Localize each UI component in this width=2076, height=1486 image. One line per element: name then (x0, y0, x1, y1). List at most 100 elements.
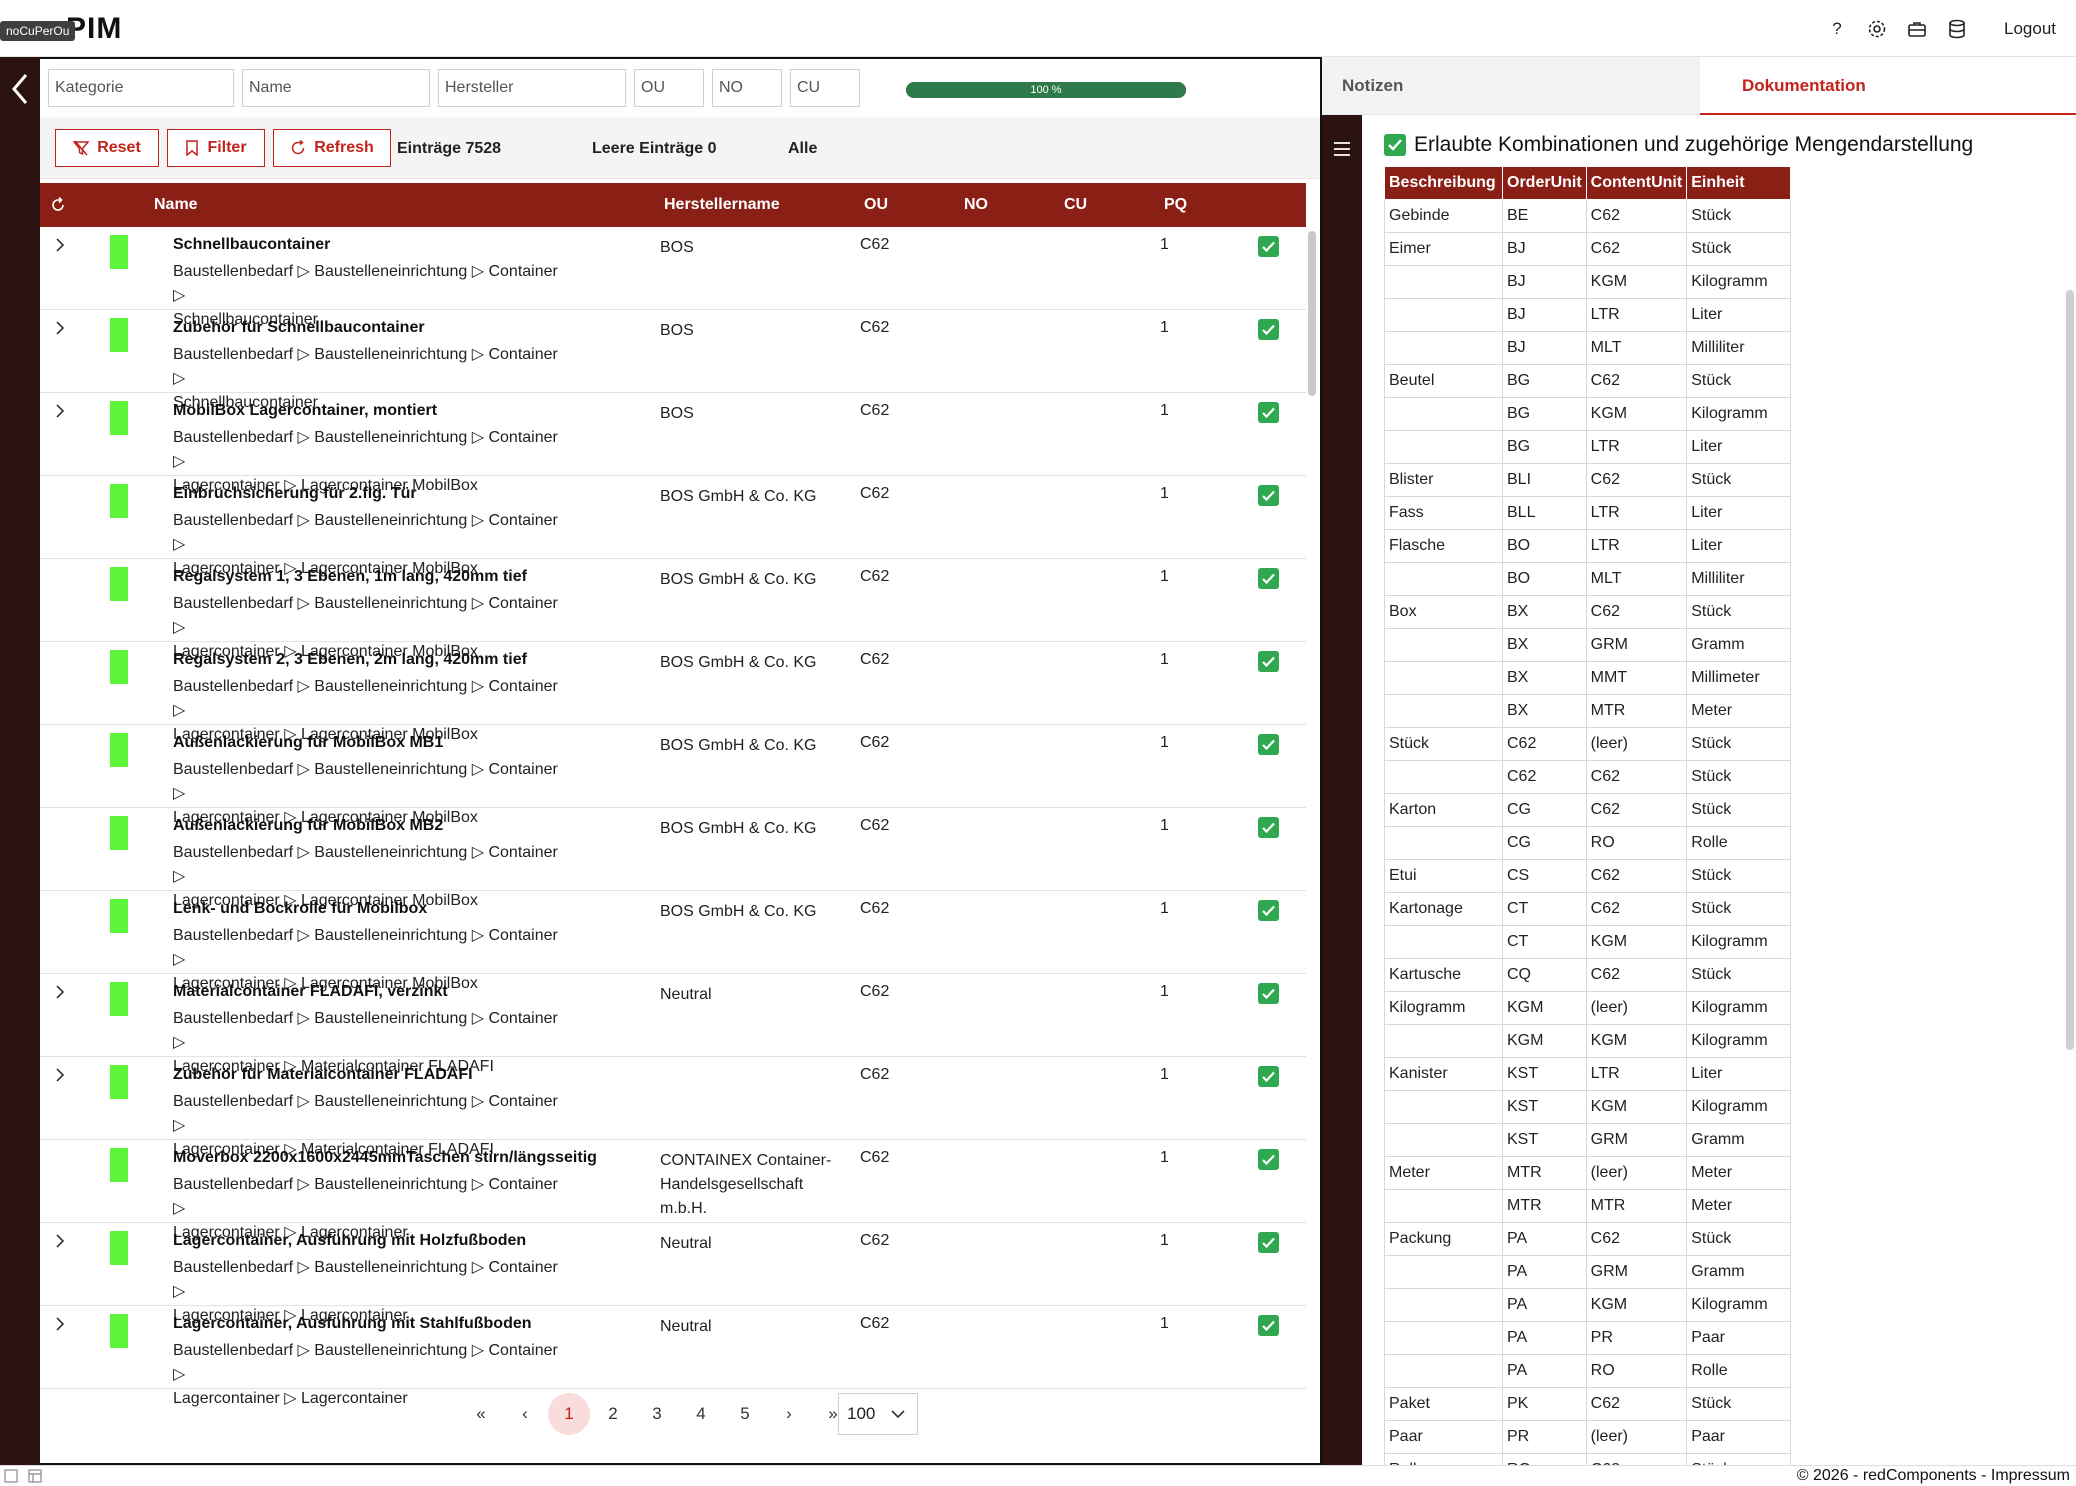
category-path: Baustellenbedarf ▷ Baustelleneinrichtung… (173, 1007, 573, 1079)
gear-icon[interactable] (1866, 18, 1888, 40)
menu-icon[interactable] (1332, 140, 1352, 158)
refresh-label: Refresh (314, 139, 374, 156)
product-name: Regalsystem 1, 3 Ebenen, 1m lang, 420mm … (173, 568, 527, 585)
expand-chevron-icon[interactable] (50, 318, 70, 338)
table-row[interactable]: Schnellbaucontainer Baustellenbedarf ▷ Ba… (40, 227, 1306, 328)
unit-name: Meter (1686, 694, 1792, 728)
unit-contentunit: C62 (1585, 199, 1688, 233)
status-marker (110, 1148, 128, 1182)
unit-header-orderunit: OrderUnit (1502, 166, 1587, 200)
page-size-select[interactable]: 100 (838, 1393, 918, 1435)
expand-chevron-icon[interactable] (50, 1065, 70, 1085)
table-row[interactable]: Moverbox 2200x1600x2445mmTaschen stirn/l… (40, 1140, 1306, 1241)
category-path-line: Baustellenbedarf ▷ Baustelleneinrichtung… (173, 429, 558, 470)
column-manufacturer[interactable]: Herstellername (664, 196, 780, 213)
unit-description: Box (1384, 595, 1503, 629)
table-row[interactable]: Zubehör für Materialcontainer FLADAFI Bau… (40, 1057, 1306, 1158)
logout-button[interactable]: Logout (2004, 18, 2056, 38)
table-row[interactable]: Lagercontainer, Ausführung mit Stahlfußb… (40, 1306, 1306, 1407)
unit-row: Beutel BG C62 Stück (1384, 364, 1792, 398)
table-row[interactable]: Außenlackierung für MobilBox MB1 Baustell… (40, 725, 1306, 826)
unit-orderunit: CQ (1502, 958, 1587, 992)
name-filter-input[interactable] (242, 69, 430, 107)
unit-description: Kartusche (1384, 958, 1503, 992)
unit-name: Gramm (1686, 1123, 1792, 1157)
copyright[interactable]: © 2026 - redComponents - Impressum (1796, 1467, 2070, 1484)
database-icon[interactable] (1946, 18, 1968, 40)
last-page-icon[interactable]: » (828, 1404, 838, 1423)
expand-chevron-icon[interactable] (50, 1314, 70, 1334)
column-no[interactable]: NO (964, 196, 988, 213)
table-row[interactable]: Zubehör für Schnellbaucontainer Baustelle… (40, 310, 1306, 411)
table-row[interactable]: Regalsystem 2, 3 Ebenen, 2m lang, 420mm … (40, 642, 1306, 743)
table-scrollbar[interactable] (1308, 231, 1316, 396)
expand-chevron-icon[interactable] (50, 235, 70, 255)
unit-name: Meter (1686, 1156, 1792, 1190)
unit-contentunit: (leer) (1585, 1156, 1688, 1190)
column-name[interactable]: Name (154, 196, 198, 213)
ou-filter-input[interactable] (634, 69, 704, 107)
prev-page-icon[interactable]: ‹ (522, 1404, 528, 1423)
order-unit: C62 (860, 900, 890, 917)
unit-row: Kilogramm KGM (leer) Kilogramm (1384, 991, 1792, 1025)
unit-row: Kanister KST LTR Liter (1384, 1057, 1792, 1091)
category-path-line: Baustellenbedarf ▷ Baustelleneinrichtung… (173, 844, 558, 885)
table-row[interactable]: MobilBox Lagercontainer, montiert Baustel… (40, 393, 1306, 494)
unit-row: KST GRM Gramm (1384, 1123, 1792, 1157)
unit-row: PA KGM Kilogramm (1384, 1288, 1792, 1322)
cu-filter-input[interactable] (790, 69, 860, 107)
packing-quantity: 1 (1160, 900, 1169, 917)
category-path-line: Baustellenbedarf ▷ Baustelleneinrichtung… (173, 1093, 558, 1134)
expand-chevron-icon[interactable] (50, 401, 70, 421)
refresh-column-icon[interactable] (50, 183, 66, 227)
unit-name: Meter (1686, 1189, 1792, 1223)
table-row[interactable]: Außenlackierung für MobilBox MB2 Baustell… (40, 808, 1306, 909)
layout-icon[interactable] (28, 1469, 42, 1483)
column-pq[interactable]: PQ (1164, 196, 1188, 213)
refresh-icon (291, 140, 305, 155)
first-page-icon[interactable]: « (476, 1404, 486, 1423)
unit-description (1384, 760, 1503, 794)
no-filter-input[interactable] (712, 69, 782, 107)
next-page-icon[interactable]: › (786, 1404, 792, 1423)
app-logo[interactable]: PIM (66, 12, 123, 45)
unit-orderunit: CG (1502, 826, 1587, 860)
expand-chevron-icon[interactable] (50, 1231, 70, 1251)
page-button-4[interactable]: 4 (696, 1404, 706, 1423)
table-row[interactable]: Regalsystem 1, 3 Ebenen, 1m lang, 420mm … (40, 559, 1306, 660)
unit-header-unit: Einheit (1686, 166, 1792, 200)
documentation-scrollbar[interactable] (2066, 290, 2074, 1050)
back-chevron-icon[interactable] (6, 69, 34, 109)
unit-contentunit: MTR (1585, 1189, 1688, 1223)
briefcase-icon[interactable] (1906, 18, 1928, 40)
unit-row: Meter MTR (leer) Meter (1384, 1156, 1792, 1190)
page-button-1[interactable]: 1 (548, 1393, 590, 1435)
expand-chevron-icon[interactable] (50, 982, 70, 1002)
reset-button[interactable]: Reset (55, 129, 159, 167)
category-path-line: Lagercontainer ▷ Lagercontainer (173, 1390, 408, 1407)
table-row[interactable]: Einbruchsicherung für 2.flg. Tür Baustell… (40, 476, 1306, 577)
category-filter-input[interactable] (48, 69, 234, 107)
manufacturer-filter-input[interactable] (438, 69, 626, 107)
column-ou[interactable]: OU (864, 196, 888, 213)
table-row[interactable]: Lagercontainer, Ausführung mit Holzfußbo… (40, 1223, 1306, 1324)
column-cu[interactable]: CU (1064, 196, 1088, 213)
refresh-button[interactable]: Refresh (273, 129, 391, 167)
table-row[interactable]: Lenk- und Bockrolle für Mobilbox Baustell… (40, 891, 1306, 992)
tab-notes[interactable]: Notizen (1342, 76, 1404, 95)
help-icon[interactable]: ? (1832, 18, 1842, 38)
page-button-3[interactable]: 3 (652, 1404, 662, 1423)
product-name: Außenlackierung für MobilBox MB1 (173, 734, 444, 751)
check-icon (1258, 1066, 1279, 1087)
window-icon[interactable] (4, 1469, 18, 1483)
page-button-5[interactable]: 5 (740, 1404, 750, 1423)
unit-row: BX MMT Millimeter (1384, 661, 1792, 695)
tab-documentation[interactable]: Dokumentation (1700, 57, 2076, 115)
page-button-2[interactable]: 2 (608, 1404, 618, 1423)
all-filter[interactable]: Alle (788, 140, 818, 157)
table-row[interactable]: Materialcontainer FLADAFI, verzinkt Baust… (40, 974, 1306, 1075)
manufacturer-name: CONTAINEX Container-Handelsgesellschaft … (660, 1152, 832, 1217)
unit-row: CG RO Rolle (1384, 826, 1792, 860)
filter-button[interactable]: Filter (167, 129, 265, 167)
unit-description: Packung (1384, 1222, 1503, 1256)
